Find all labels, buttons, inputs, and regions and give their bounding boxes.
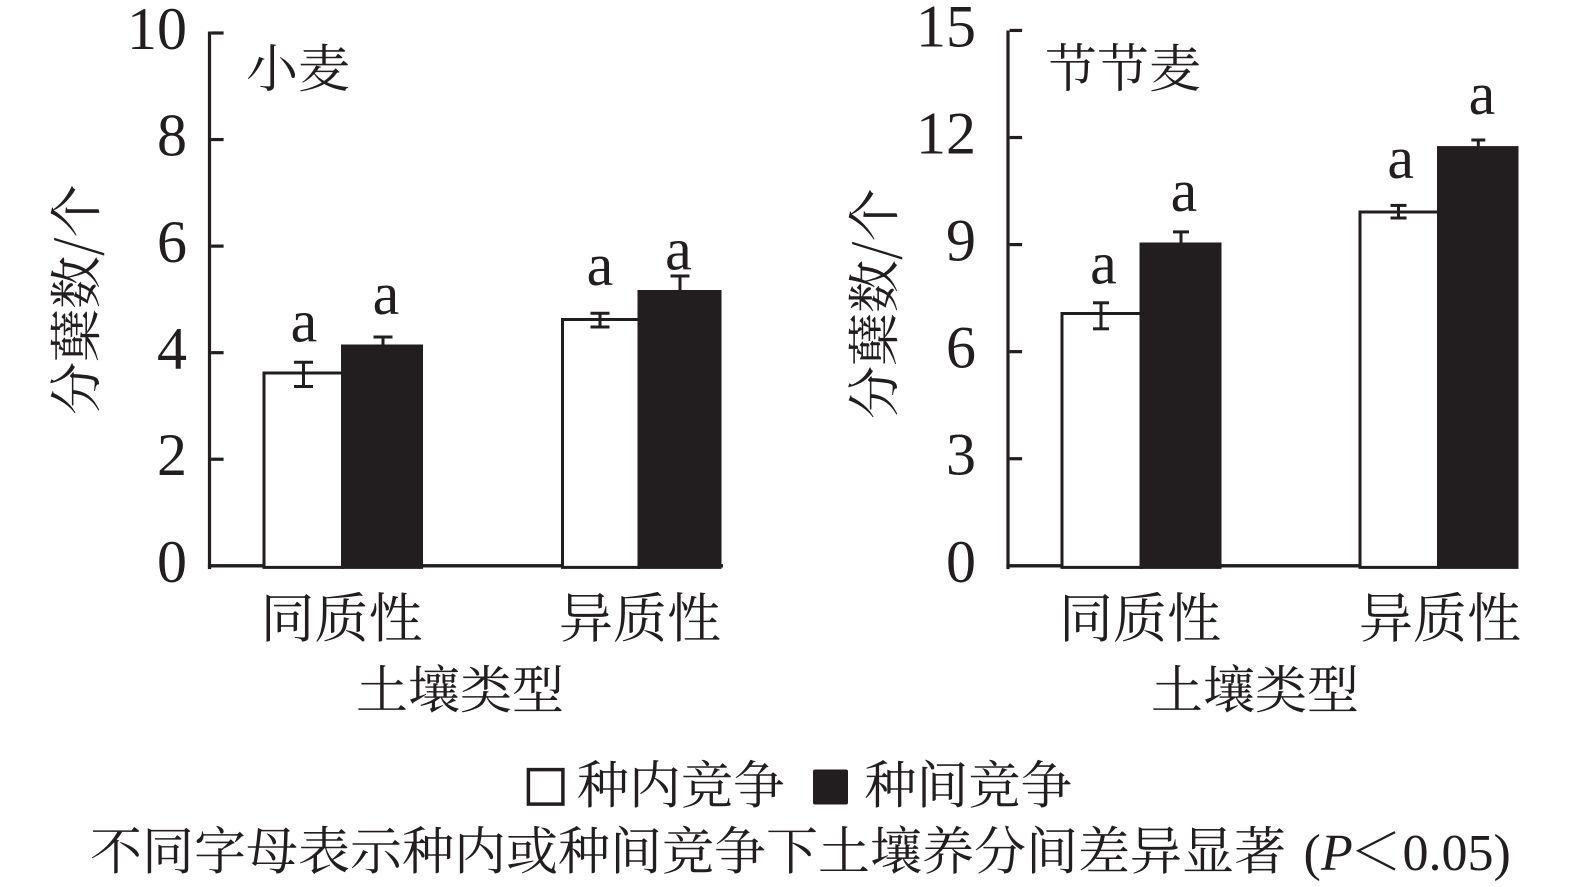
svg-text:0: 0: [157, 529, 187, 595]
svg-text:8: 8: [157, 103, 187, 169]
svg-text:a: a: [587, 232, 614, 298]
svg-text:a: a: [665, 217, 692, 283]
svg-text:4: 4: [157, 316, 187, 382]
svg-text:a: a: [1090, 231, 1117, 297]
svg-text:0: 0: [946, 529, 976, 595]
svg-text:(: (: [1304, 825, 1321, 882]
svg-text:9: 9: [946, 208, 976, 274]
svg-text:2: 2: [157, 422, 187, 488]
svg-text:6: 6: [157, 209, 187, 275]
svg-text:a: a: [1171, 158, 1198, 224]
svg-text:12: 12: [916, 101, 976, 167]
svg-text:P: P: [1320, 825, 1353, 882]
svg-text:a: a: [291, 289, 318, 355]
svg-text:0.05): 0.05): [1403, 825, 1511, 882]
svg-text:3: 3: [946, 422, 976, 488]
svg-text:6: 6: [946, 315, 976, 381]
svg-text:a: a: [1469, 61, 1496, 127]
svg-text:15: 15: [916, 0, 976, 59]
svg-text:10: 10: [127, 0, 187, 62]
svg-text:a: a: [373, 261, 400, 327]
svg-text:a: a: [1387, 125, 1414, 191]
